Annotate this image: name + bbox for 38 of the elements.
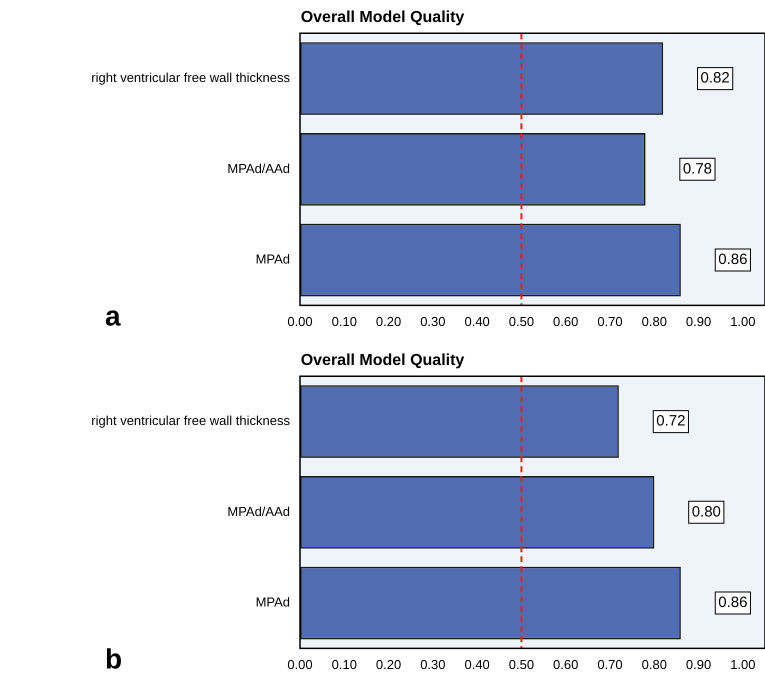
x-tick-label: 0.20 <box>376 314 402 329</box>
x-tick-label: 0.70 <box>597 314 623 329</box>
x-tick-label: 1.00 <box>730 314 756 329</box>
x-tick-label: 0.30 <box>420 314 446 329</box>
x-tick-label: 0.50 <box>508 314 534 329</box>
chart-title: Overall Model Quality <box>300 9 464 26</box>
data-label: 0.80 <box>692 503 721 520</box>
y-tick-label: right ventricular free wall thickness <box>91 70 290 86</box>
y-tick-label: MPAd/AAd <box>227 504 290 519</box>
x-tick-label: 0.10 <box>332 656 357 672</box>
y-tick-label: right ventricular free wall thickness <box>91 413 290 428</box>
text: a <box>105 300 121 332</box>
x-tick-label: 0.60 <box>553 656 578 672</box>
y-tick-label: MPAd <box>256 252 290 267</box>
data-label: 0.86 <box>718 251 748 268</box>
x-tick-label: 0.90 <box>686 314 712 329</box>
x-tick-label: 0.30 <box>420 656 446 672</box>
x-tick-label: 0.00 <box>287 314 313 329</box>
data-label: 0.86 <box>718 594 748 612</box>
x-tick-label: 0.70 <box>597 656 623 672</box>
x-tick-label: 0.90 <box>686 656 712 672</box>
chart-title: Overall Model Quality <box>300 352 464 370</box>
y-tick-label: MPAd/AAd <box>227 160 290 176</box>
x-tick-label: 0.80 <box>642 314 667 329</box>
text: b <box>105 643 122 674</box>
data-label: 0.82 <box>700 70 730 87</box>
x-tick-label: 0.10 <box>332 314 357 329</box>
x-tick-label: 0.60 <box>553 314 578 329</box>
data-label: 0.78 <box>682 160 712 178</box>
x-tick-label: 0.40 <box>464 314 490 329</box>
x-tick-label: 0.40 <box>464 656 490 672</box>
data-label: 0.72 <box>656 412 686 430</box>
x-tick-label: 0.20 <box>376 656 402 672</box>
x-tick-label: 1.00 <box>730 656 756 672</box>
x-tick-label: 0.50 <box>508 656 534 672</box>
x-tick-label: 0.00 <box>287 656 313 672</box>
y-tick-label: MPAd <box>256 594 290 610</box>
x-tick-label: 0.80 <box>642 656 667 672</box>
